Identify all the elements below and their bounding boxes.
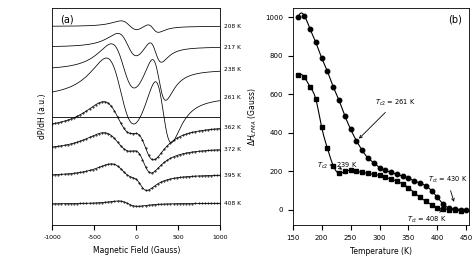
Text: 395 K: 395 K — [224, 173, 241, 178]
Y-axis label: $\Delta H_{LFMA}$ (Gauss): $\Delta H_{LFMA}$ (Gauss) — [247, 87, 259, 146]
Text: 238 K: 238 K — [224, 67, 241, 72]
Text: 208 K: 208 K — [224, 24, 241, 29]
Text: 362 K: 362 K — [224, 125, 240, 130]
Text: $T_{ct}$ = 408 K: $T_{ct}$ = 408 K — [407, 210, 447, 225]
Y-axis label: dP/dH (a.u.): dP/dH (a.u.) — [37, 94, 46, 139]
Text: 372 K: 372 K — [224, 147, 241, 152]
Text: (a): (a) — [61, 14, 74, 24]
Text: 408 K: 408 K — [224, 201, 241, 206]
Text: 261 K: 261 K — [224, 95, 240, 100]
X-axis label: Magnetic Field (Gauss): Magnetic Field (Gauss) — [92, 245, 180, 255]
Text: (b): (b) — [448, 14, 462, 24]
Text: 217 K: 217 K — [224, 45, 240, 50]
Text: $T_{c2}$ = 261 K: $T_{c2}$ = 261 K — [360, 97, 416, 138]
Text: $T_{c2}$ = 239 K: $T_{c2}$ = 239 K — [317, 161, 358, 171]
X-axis label: Temperature (K): Temperature (K) — [350, 247, 412, 256]
Text: $T_{ct}$ = 430 K: $T_{ct}$ = 430 K — [428, 175, 467, 201]
